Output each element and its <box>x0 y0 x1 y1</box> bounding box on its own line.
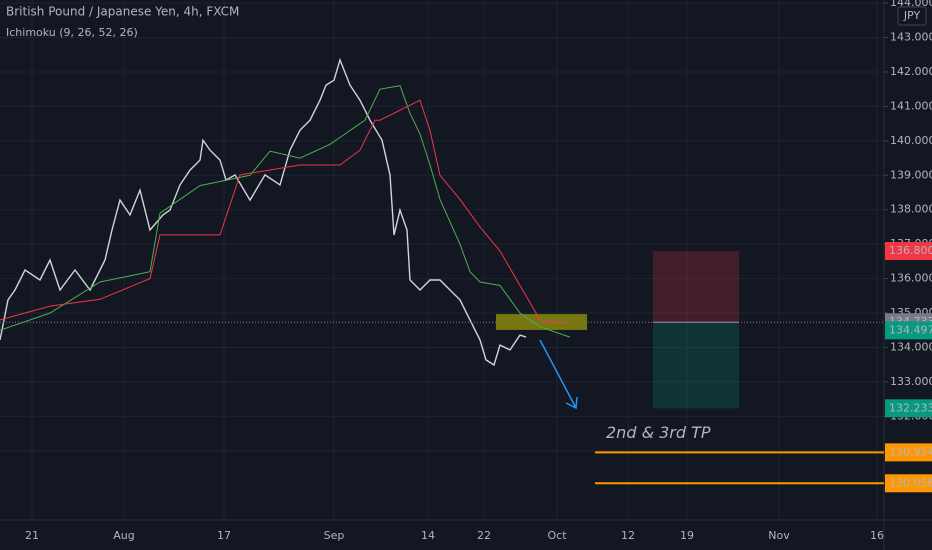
price-badge <box>885 321 932 340</box>
price-label: 132.233 <box>889 401 932 414</box>
x-tick-label: Nov <box>768 529 790 542</box>
series-line <box>0 85 571 338</box>
stop-zone <box>653 251 739 323</box>
currency-label: JPY <box>903 9 921 22</box>
x-tick-label: Sep <box>324 529 345 542</box>
arrow-head <box>565 396 578 410</box>
price-badge <box>885 443 932 462</box>
chart-title: British Pound / Japanese Yen, 4h, FXCM <box>6 5 239 19</box>
x-tick-label: 21 <box>25 529 39 542</box>
x-tick-label: 14 <box>421 529 435 542</box>
y-tick-label: 133.000 <box>890 375 932 388</box>
price-badge <box>885 242 932 261</box>
currency-box <box>897 6 927 26</box>
y-tick-label: 142.000 <box>890 65 932 78</box>
target-zone <box>653 322 739 409</box>
y-tick-label: 140.000 <box>890 134 932 147</box>
x-tick-label: 17 <box>217 529 231 542</box>
price-badge <box>885 399 932 418</box>
x-tick-label: Aug <box>113 529 134 542</box>
x-tick-label: Oct <box>547 529 567 542</box>
y-tick-label: 134.000 <box>890 340 932 353</box>
x-tick-label: 22 <box>477 529 491 542</box>
zone <box>496 314 587 330</box>
price-label: 136.800 <box>889 244 932 257</box>
arrow <box>539 339 577 409</box>
annotation: 2nd & 3rd TP <box>606 423 711 442</box>
y-tick-label: 144.000 <box>890 0 932 9</box>
price-label: 130.954 <box>889 445 932 458</box>
x-tick-label: 12 <box>621 529 635 542</box>
y-tick-label: 136.000 <box>890 272 932 285</box>
price-label: 130.056 <box>889 476 932 489</box>
price-badge <box>885 474 932 493</box>
price-label: 134.497 <box>889 323 932 336</box>
y-tick-label: 139.000 <box>890 168 932 181</box>
x-tick-label: 19 <box>680 529 694 542</box>
indicator-label: Ichimoku (9, 26, 52, 26) <box>6 26 138 39</box>
y-tick-label: 138.000 <box>890 203 932 216</box>
series-line <box>0 99 571 324</box>
x-tick-label: 16 <box>870 529 884 542</box>
y-tick-label: 143.000 <box>890 31 932 44</box>
y-tick-label: 141.000 <box>890 99 932 112</box>
